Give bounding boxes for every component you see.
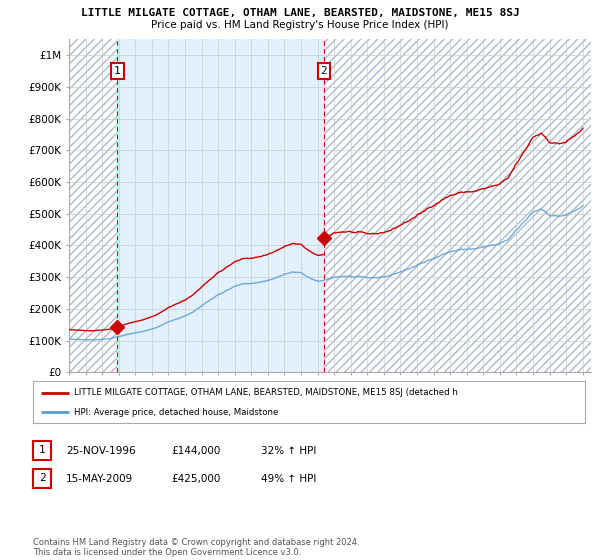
Text: 25-NOV-1996: 25-NOV-1996 [66, 446, 136, 456]
Text: 15-MAY-2009: 15-MAY-2009 [66, 474, 133, 484]
Text: 1: 1 [38, 445, 46, 455]
Text: £425,000: £425,000 [171, 474, 220, 484]
Text: £144,000: £144,000 [171, 446, 220, 456]
Text: LITTLE MILGATE COTTAGE, OTHAM LANE, BEARSTED, MAIDSTONE, ME15 8SJ (detached h: LITTLE MILGATE COTTAGE, OTHAM LANE, BEAR… [74, 388, 458, 397]
Text: LITTLE MILGATE COTTAGE, OTHAM LANE, BEARSTED, MAIDSTONE, ME15 8SJ: LITTLE MILGATE COTTAGE, OTHAM LANE, BEAR… [80, 8, 520, 18]
Bar [69, 39, 118, 372]
Text: 49% ↑ HPI: 49% ↑ HPI [261, 474, 316, 484]
Bar [324, 39, 591, 372]
Text: 2: 2 [38, 473, 46, 483]
Text: Contains HM Land Registry data © Crown copyright and database right 2024.
This d: Contains HM Land Registry data © Crown c… [33, 538, 359, 557]
Text: Price paid vs. HM Land Registry's House Price Index (HPI): Price paid vs. HM Land Registry's House … [151, 20, 449, 30]
Text: 1: 1 [114, 66, 121, 76]
Text: HPI: Average price, detached house, Maidstone: HPI: Average price, detached house, Maid… [74, 408, 279, 417]
Text: 32% ↑ HPI: 32% ↑ HPI [261, 446, 316, 456]
Bar [118, 39, 324, 372]
Text: 2: 2 [320, 66, 327, 76]
